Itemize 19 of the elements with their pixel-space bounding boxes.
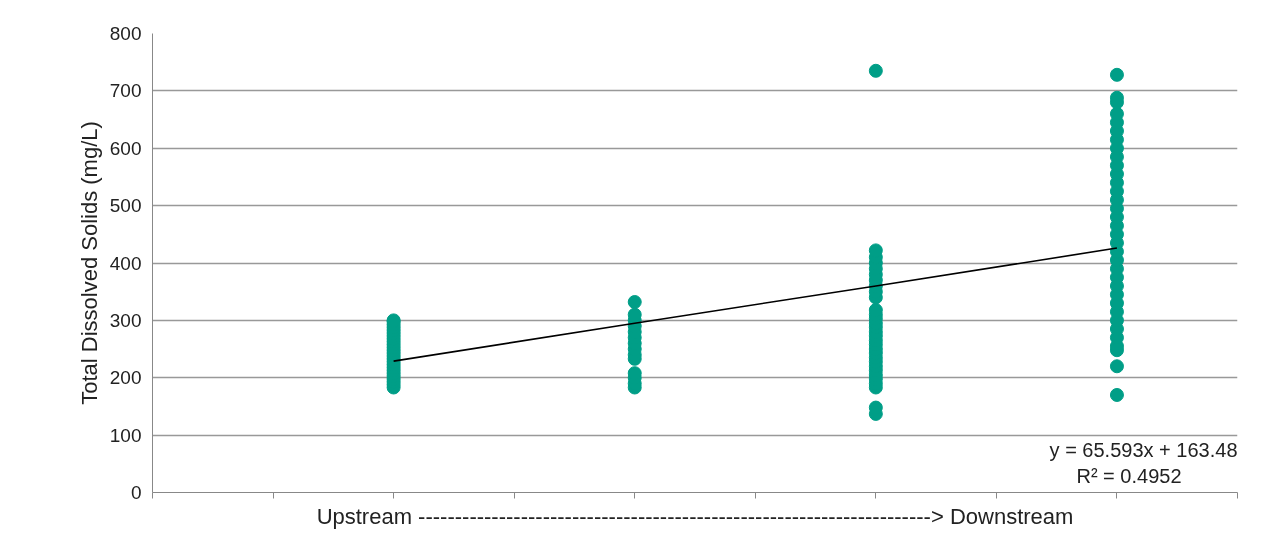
y-tick-label: 300 <box>109 309 142 331</box>
point <box>1109 67 1124 82</box>
y-tick-label: 0 <box>130 482 142 503</box>
annotation: R² = 0.4952 <box>1076 464 1182 487</box>
x-axis-title: Upstream ----------------------------------------------------------------------> Downstream <box>316 503 1074 529</box>
point <box>1109 106 1124 121</box>
y-axis-title: Total Dissolved Solids (mg/L) <box>76 121 102 405</box>
y-tick-label: 100 <box>109 424 142 446</box>
y-tick-label: 700 <box>109 80 142 102</box>
y-tick-label: 800 <box>109 23 142 44</box>
y-tick-label: 200 <box>109 367 142 389</box>
point <box>1109 387 1124 402</box>
point <box>627 295 642 309</box>
point <box>1109 359 1124 374</box>
y-tick-label: 500 <box>109 195 142 217</box>
annotation: y = 65.593x + 163.48 <box>1049 438 1238 461</box>
point <box>868 63 883 78</box>
y-tick-label: 400 <box>109 252 142 274</box>
y-tick-label: 600 <box>109 137 142 159</box>
